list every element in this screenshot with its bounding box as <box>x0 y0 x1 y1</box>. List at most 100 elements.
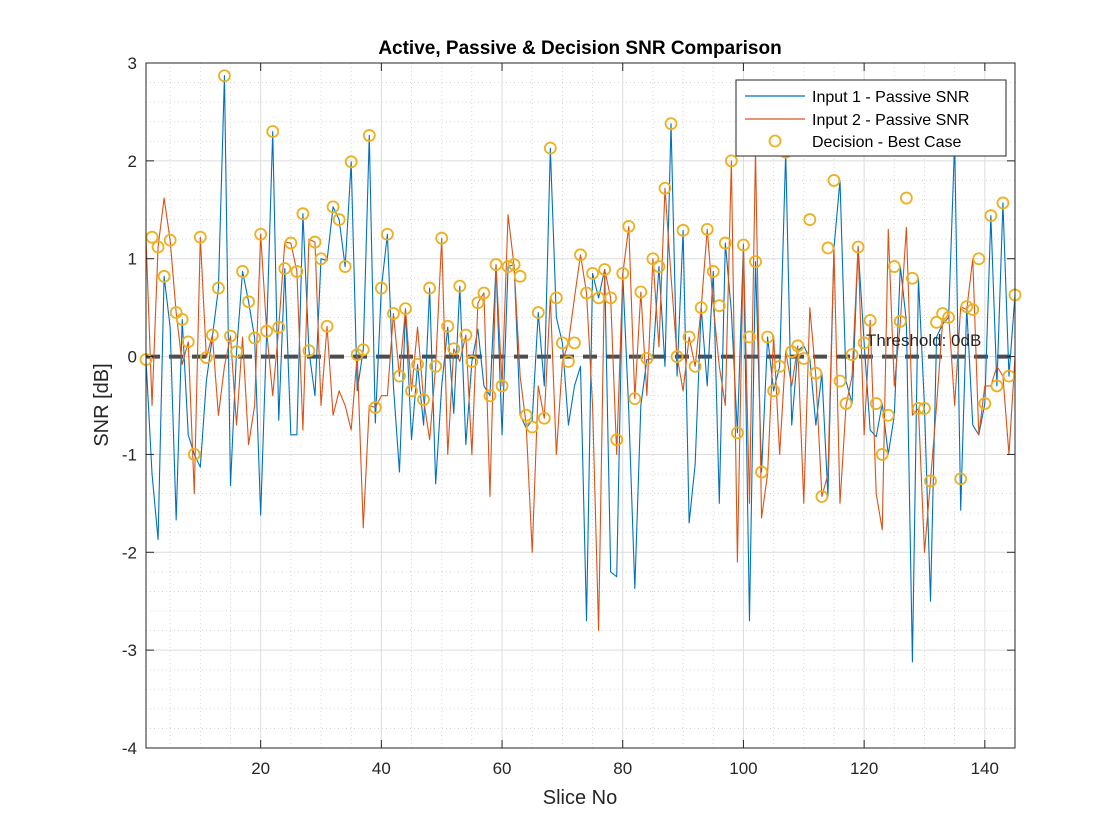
decision-marker <box>411 357 424 371</box>
decision-marker <box>278 262 292 275</box>
decision-marker <box>761 330 774 344</box>
y-axis-label: SNR [dB] <box>91 363 113 446</box>
decision-marker <box>417 393 430 407</box>
legend-swatch-decision <box>768 134 782 148</box>
decision-marker <box>501 260 515 273</box>
series-line-1 <box>145 75 1016 663</box>
decision-marker <box>634 285 648 299</box>
decision-marker <box>471 296 485 310</box>
decision-marker <box>839 397 853 410</box>
x-tick-label: 60 <box>493 759 512 778</box>
decision-marker <box>568 336 581 350</box>
decision-marker <box>362 129 376 142</box>
decision-marker <box>821 241 835 255</box>
decision-marker <box>658 181 672 195</box>
decision-marker <box>477 286 491 300</box>
decision-marker <box>724 154 738 168</box>
x-tick-label: 40 <box>372 759 391 778</box>
decision-marker <box>628 392 642 406</box>
decision-marker <box>525 420 539 434</box>
decision-marker <box>682 330 696 344</box>
decision-marker <box>815 490 829 503</box>
decision-marker <box>616 266 630 280</box>
decision-marker <box>380 227 394 241</box>
decision-marker <box>833 374 847 388</box>
legend-label-decision: Decision - Best Case <box>812 134 961 151</box>
decision-marker <box>374 281 388 295</box>
decision-marker <box>857 336 871 350</box>
decision-marker <box>441 319 455 333</box>
decision-marker <box>368 401 382 414</box>
decision-marker <box>145 230 159 244</box>
decision-marker <box>302 344 316 358</box>
decision-marker <box>652 260 666 273</box>
decision-marker <box>356 343 370 357</box>
decision-marker <box>531 306 545 319</box>
decision-marker <box>218 69 231 83</box>
y-tick-label: -4 <box>122 739 137 758</box>
x-tick-labels: 20 40 60 80 100 120 140 <box>251 759 999 778</box>
decision-marker <box>254 227 268 241</box>
decision-marker <box>543 141 557 155</box>
decision-marker <box>483 389 497 403</box>
decision-marker <box>972 252 986 266</box>
decision-marker <box>272 320 286 334</box>
decision-markers-group <box>139 69 1022 503</box>
x-tick-label: 80 <box>613 759 632 778</box>
decision-marker <box>755 465 768 479</box>
decision-marker <box>767 384 781 398</box>
decision-marker <box>809 366 823 380</box>
decision-marker <box>507 258 521 271</box>
decision-marker <box>851 240 865 254</box>
decision-marker <box>797 352 811 365</box>
decision-marker <box>773 359 787 373</box>
decision-marker <box>489 258 503 271</box>
decision-marker <box>296 207 310 221</box>
plot-frame <box>145 62 1016 749</box>
decision-marker <box>332 213 346 226</box>
x-axis-label: Slice No <box>543 787 617 809</box>
x-tick-label: 120 <box>850 759 878 778</box>
decision-marker <box>1002 369 1016 383</box>
chart-title: Active, Passive & Decision SNR Compariso… <box>378 38 781 59</box>
decision-marker <box>344 155 358 169</box>
decision-marker <box>984 209 998 223</box>
decision-marker <box>924 474 937 488</box>
y-tick-label: 0 <box>128 348 137 367</box>
decision-marker <box>320 319 334 333</box>
decision-marker <box>640 352 654 365</box>
threshold-label: Threshold: 0dB <box>866 331 981 350</box>
decision-marker <box>881 408 895 422</box>
decision-marker <box>513 269 527 283</box>
decision-marker <box>236 265 249 278</box>
decision-marker <box>869 397 883 410</box>
decision-marker <box>791 339 805 353</box>
decision-marker <box>537 411 551 425</box>
decision-marker <box>863 313 877 327</box>
decision-marker <box>960 300 974 314</box>
y-tick-label: -2 <box>122 543 137 562</box>
decision-marker <box>670 350 684 363</box>
decision-marker <box>930 315 943 329</box>
decision-marker <box>586 266 599 280</box>
decision-marker <box>459 328 473 342</box>
decision-marker <box>574 248 587 262</box>
decision-marker <box>187 448 201 461</box>
decision-marker <box>706 265 720 278</box>
decision-marker <box>393 369 406 383</box>
decision-marker <box>827 174 841 187</box>
decision-marker <box>749 255 762 269</box>
decision-marker <box>495 379 509 393</box>
decision-marker <box>942 311 956 324</box>
decision-marker <box>700 222 714 236</box>
decision-marker <box>549 291 563 305</box>
decision-marker <box>731 426 744 440</box>
decision-marker <box>694 301 708 315</box>
decision-marker <box>193 230 207 244</box>
decision-marker <box>893 314 907 328</box>
decision-marker <box>338 260 352 273</box>
decision-marker <box>622 220 636 233</box>
decision-marker <box>326 200 340 214</box>
decision-marker <box>314 252 328 266</box>
